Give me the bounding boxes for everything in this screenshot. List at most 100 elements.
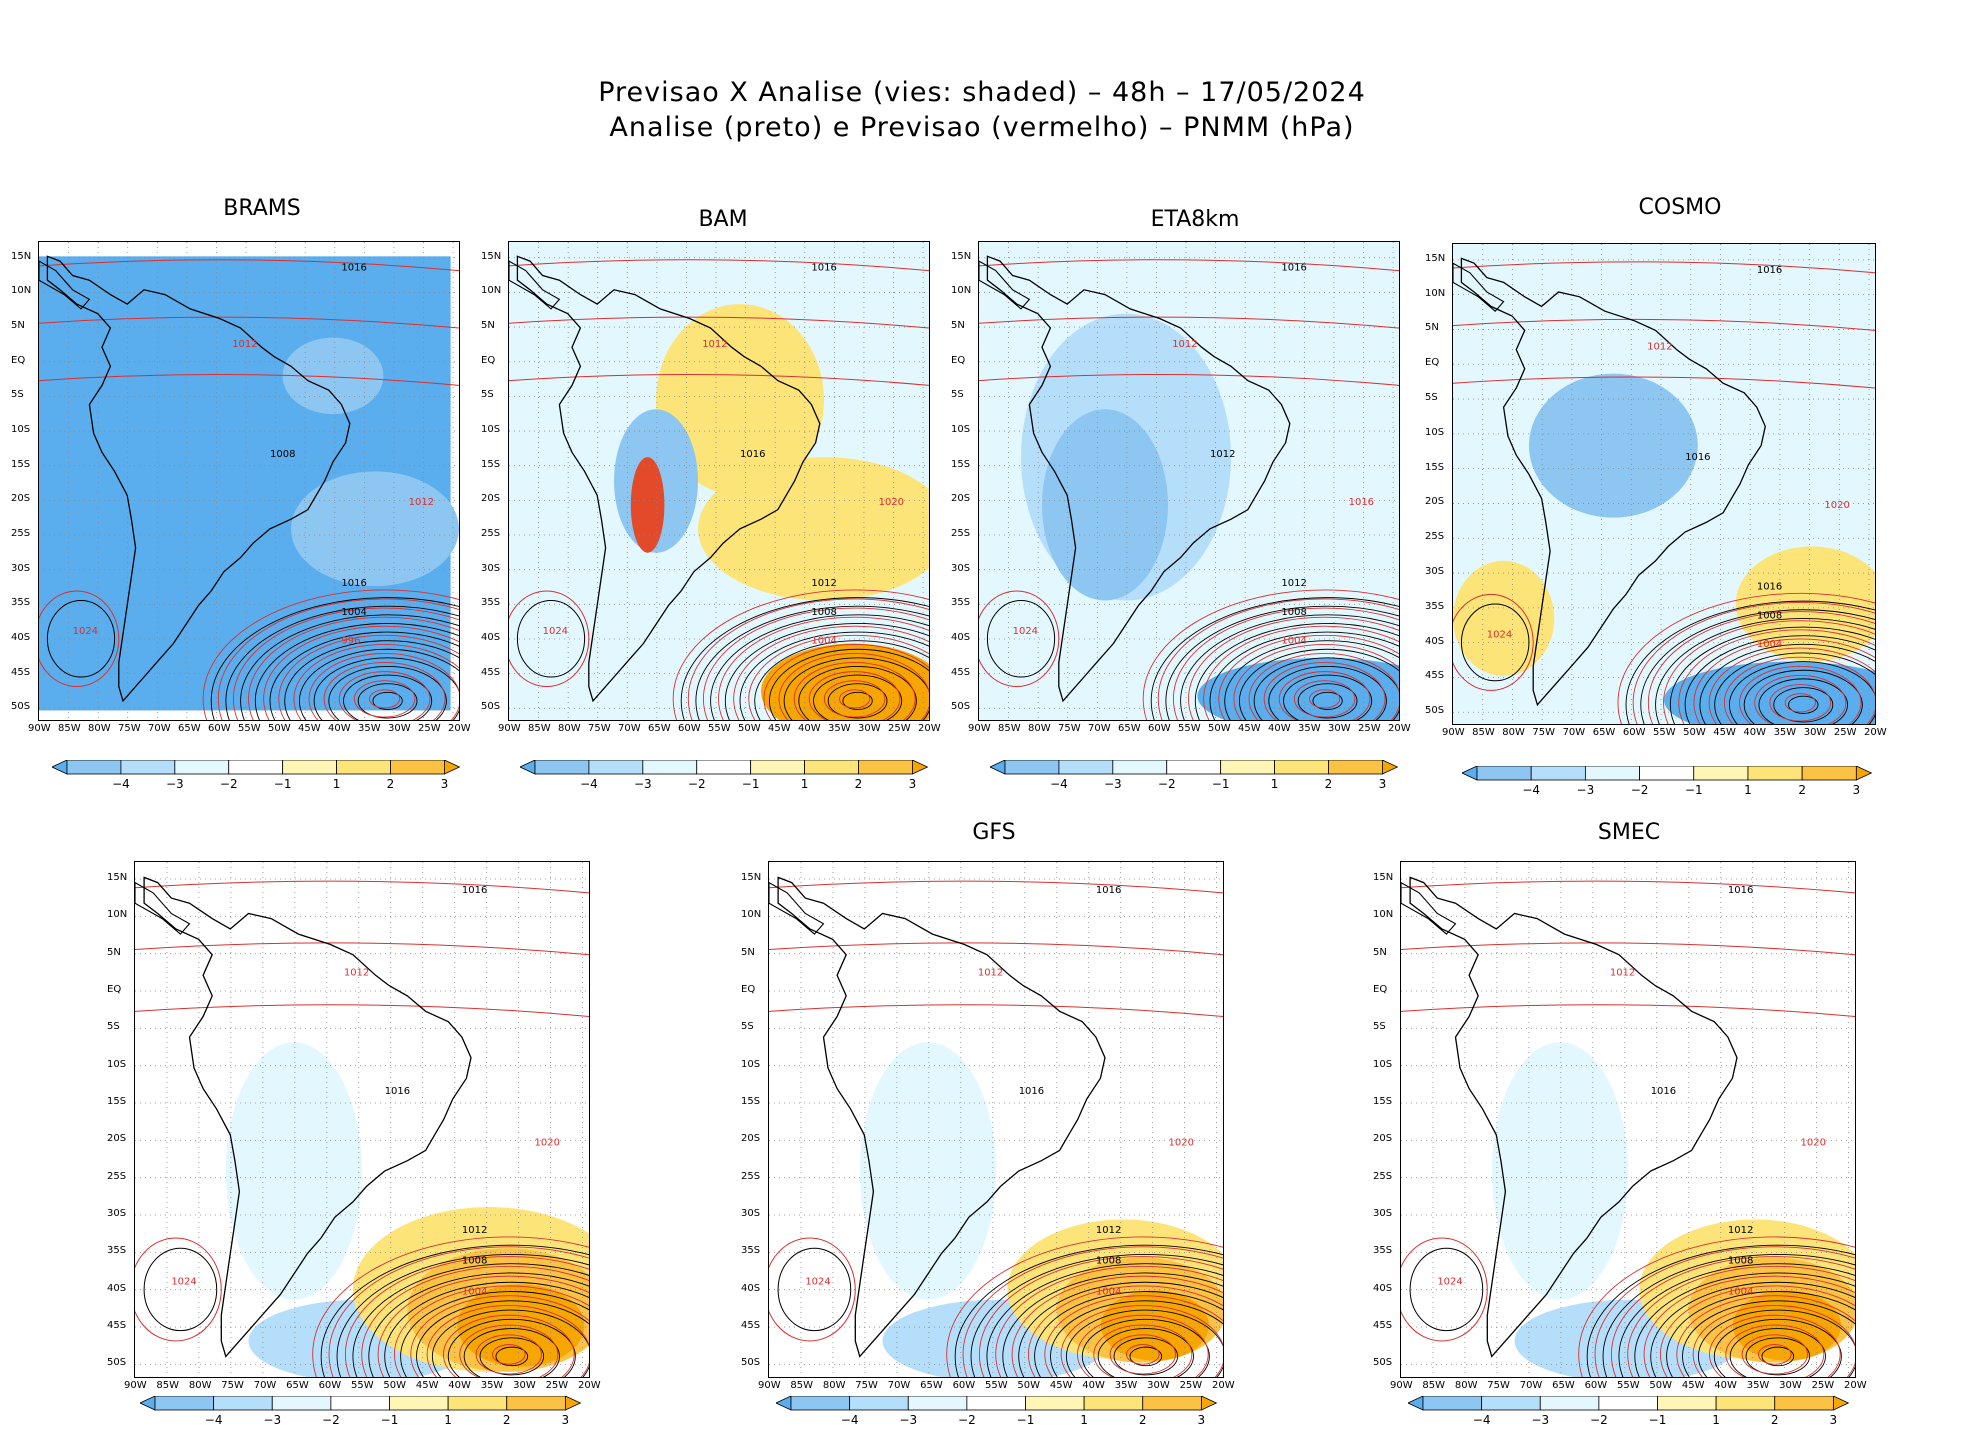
lon-tick-label: 50W <box>383 1380 407 1391</box>
lat-tick-label: 15N <box>1373 871 1394 883</box>
lat-tick-label: 5S <box>11 389 24 401</box>
lat-tick-label: 35S <box>107 1245 127 1257</box>
lat-tick-label: 10N <box>741 909 762 921</box>
isobar-label: 1004 <box>1728 1287 1753 1298</box>
isobar-label: 1020 <box>1801 1137 1826 1148</box>
lat-tick-label: 20S <box>741 1133 761 1145</box>
lon-tick-label: 85W <box>1422 1380 1446 1391</box>
colorbar-bin <box>213 1396 273 1411</box>
lat-tick-label: 20S <box>107 1133 127 1145</box>
lon-tick-label: 65W <box>1552 1380 1575 1391</box>
lat-tick-label: EQ <box>11 354 26 366</box>
colorbar-bin <box>271 1396 332 1411</box>
colorbar-bin <box>174 760 230 775</box>
lat-tick-label: 5N <box>1373 946 1387 958</box>
colorbar-label: −4 <box>1473 1413 1491 1427</box>
lon-tick-label: 45W <box>1681 1380 1705 1391</box>
isobar-label: 1016 <box>811 263 836 274</box>
colorbar-label: 1 <box>1744 783 1752 797</box>
colorbar-bin <box>1058 760 1114 775</box>
isobar-label: 1012 <box>1172 339 1197 350</box>
colorbar-bin <box>907 1396 968 1411</box>
colorbar-bin <box>1112 760 1168 775</box>
lon-tick-label: 45W <box>298 723 321 734</box>
lat-tick-label: 20S <box>481 493 501 505</box>
lon-tick-label: 35W <box>480 1380 504 1391</box>
lon-tick-label: 85W <box>790 1380 814 1391</box>
lat-tick-label: 35S <box>11 597 31 609</box>
lat-tick-label: 10N <box>951 285 972 297</box>
lon-tick-label: 80W <box>1502 727 1525 738</box>
colorbar-bin <box>228 760 284 775</box>
lat-tick-label: 10N <box>1425 287 1446 299</box>
isobar-label: 1016 <box>1728 885 1753 896</box>
lon-tick-label: 20W <box>1844 1380 1867 1391</box>
isobar-label: 1008 <box>270 449 295 460</box>
south-america-coastline <box>777 876 1106 1358</box>
lat-tick-label: 10S <box>11 424 31 436</box>
colorbar: −4−3−2−11234 <box>140 1396 582 1427</box>
isobar-label: 1016 <box>1096 885 1121 896</box>
map-canvas: 1016 1012 1016 1020 1012 1024 1008 1004 <box>135 862 589 1377</box>
map-frame: 1016 1012 1016 1020 1012 1024 1008 1004 <box>1400 861 1856 1378</box>
lat-tick-label: 50S <box>1425 705 1445 717</box>
lat-tick-label: EQ <box>951 354 966 366</box>
bias-shading <box>1453 244 1875 724</box>
colorbar: −4−3−2−11234 <box>1462 766 1873 797</box>
colorbar-bin <box>1657 1396 1717 1411</box>
lon-tick-label: 90W <box>758 1380 781 1391</box>
lon-tick-label: 45W <box>1713 727 1736 738</box>
colorbar-bin <box>389 1396 449 1411</box>
colorbar-bin <box>390 760 445 775</box>
map-canvas: 1016 1012 1016 1020 1012 1024 1008 1004 <box>1401 862 1855 1377</box>
lat-tick-label: 25S <box>107 1170 127 1182</box>
isobar-label: 1012 <box>811 578 836 589</box>
isobar-label: 1024 <box>543 626 568 637</box>
colorbar-bin <box>1220 760 1275 775</box>
isobar-label: 1016 <box>1019 1086 1044 1097</box>
lon-tick-label: 50W <box>1208 723 1231 734</box>
lon-tick-label: 75W <box>1058 723 1081 734</box>
colorbar-label: 2 <box>1798 783 1806 797</box>
lon-tick-label: 20W <box>1864 727 1887 738</box>
isobar-label: 1012 <box>344 967 369 978</box>
isobar-label: 1008 <box>811 607 836 618</box>
isobar-label: 1016 <box>1685 452 1710 463</box>
lon-tick-label: 35W <box>358 723 381 734</box>
lon-tick-label: 85W <box>1472 727 1495 738</box>
lat-tick-label: EQ <box>1425 357 1440 369</box>
lon-tick-label: 90W <box>124 1380 147 1391</box>
lon-tick-label: 70W <box>148 723 171 734</box>
colorbar-bin <box>1801 766 1857 781</box>
lon-tick-label: 25W <box>1358 723 1381 734</box>
colorbar-bin <box>282 760 337 775</box>
bias-shading <box>39 256 459 711</box>
panel-title: GFS <box>972 820 1016 845</box>
colorbar-label: −4 <box>1522 783 1540 797</box>
colorbar-bin <box>696 760 752 775</box>
colorbar-low-arrow <box>140 1396 156 1411</box>
colorbar-label: 3 <box>1830 1413 1838 1427</box>
lat-tick-label: 5S <box>741 1021 754 1033</box>
map-frame: 1016 1012 1012 1016 1012 1024 1008 1004 <box>978 241 1400 721</box>
isobar-label: 1016 <box>740 449 765 460</box>
colorbar-bin <box>1539 1396 1600 1411</box>
lat-tick-label: 10N <box>11 285 32 297</box>
colorbar-bin <box>750 760 805 775</box>
isobar-label: 1008 <box>1281 607 1306 618</box>
colorbar-label: 2 <box>855 777 863 791</box>
colorbar-bin <box>1715 1396 1776 1411</box>
map-frame: 1016 1012 1016 1020 1016 1024 1008 1004 <box>1452 243 1876 725</box>
colorbar-bin <box>1328 760 1383 775</box>
lon-tick-label: 70W <box>618 723 641 734</box>
lat-tick-label: 15S <box>481 458 501 470</box>
lat-tick-label: 50S <box>1373 1357 1393 1369</box>
lat-tick-label: 30S <box>741 1208 761 1220</box>
lon-tick-label: 85W <box>156 1380 180 1391</box>
colorbar-label: 2 <box>1771 1413 1779 1427</box>
map-canvas: 1016 1012 1016 1020 1012 1024 1008 1004 <box>509 242 929 720</box>
colorbar-bin <box>120 760 176 775</box>
map-frame: 1016 1012 1008 1012 1016 1024 1004 996 <box>38 241 460 721</box>
panel-title: COSMO <box>1638 195 1722 220</box>
lat-tick-label: 5S <box>1373 1021 1386 1033</box>
